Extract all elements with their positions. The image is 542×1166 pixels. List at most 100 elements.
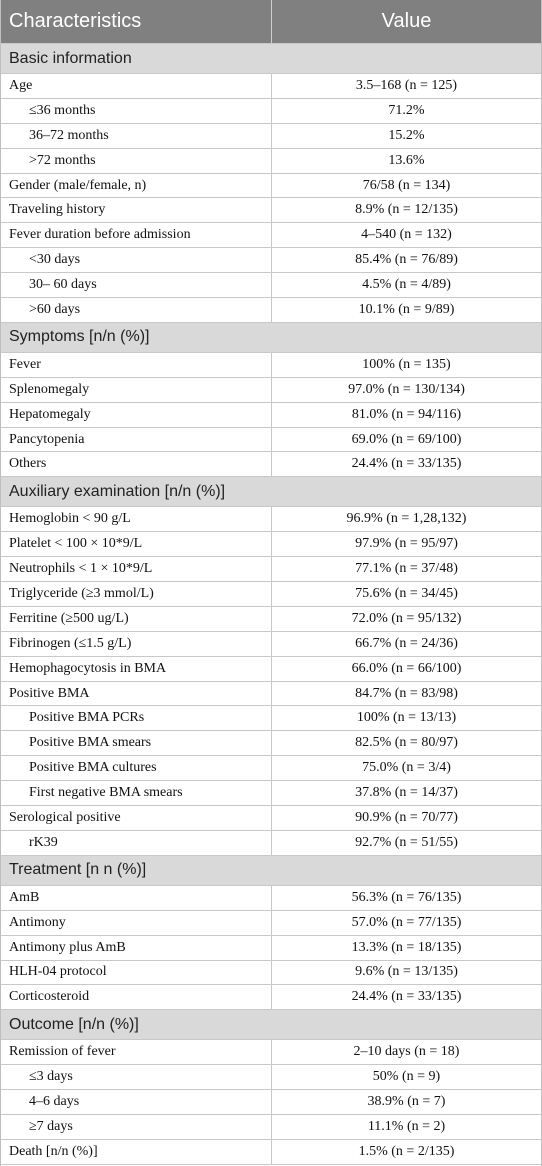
section-title: Treatment [n n (%)] (1, 855, 541, 886)
table-row: Age 3.5–168 (n = 125) (1, 74, 541, 99)
table-row: ≤36 months 71.2% (1, 98, 541, 124)
value-cell: 13.3% (n = 18/135) (351, 939, 462, 955)
label-cell: Antimony plus AmB (1, 935, 272, 960)
table-row: >60 days 10.1% (n = 9/89) (1, 298, 541, 323)
table-row: 4–6 days 38.9% (n = 7) (1, 1090, 541, 1115)
label-cell: Hemoglobin < 90 g/L (1, 507, 272, 532)
label-cell: Corticosteroid (1, 985, 272, 1010)
label-cell: Gender (male/female, n) (1, 173, 272, 198)
value-cell: 24.4% (n = 33/135) (351, 456, 462, 472)
section-title: Basic information (1, 44, 541, 74)
value-cell: 69.0% (n = 69/100) (351, 431, 462, 447)
value-cell: 72.0% (n = 95/132) (351, 610, 462, 626)
value-cell: 81.0% (n = 94/116) (351, 406, 462, 422)
value-cell: 92.7% (n = 51/55) (355, 834, 458, 850)
label-cell: Antimony (1, 910, 272, 935)
value-cell: 11.1% (n = 2) (367, 1118, 446, 1134)
header-cell: Value (381, 10, 432, 32)
table-row: AmB 56.3% (n = 76/135) (1, 885, 541, 911)
label-cell: Traveling history (1, 198, 272, 223)
value-cell: 90.9% (n = 70/77) (355, 809, 458, 825)
table-row: Neutrophils < 1 × 10*9/L 77.1% (n = 37/48… (1, 557, 541, 583)
table-row: Pancytopenia 69.0% (n = 69/100) (1, 427, 541, 453)
label-cell: 30– 60 days (1, 273, 272, 298)
label-cell: Triglyceride (≥3 mmol/L) (1, 582, 272, 606)
value-cell: 75.0% (n = 3/4) (362, 760, 451, 776)
label-cell: Fibrinogen (≤1.5 g/L) (1, 631, 272, 656)
table-row: Antimony plus AmB 13.3% (n = 18/135) (1, 935, 541, 961)
label-cell: Positive BMA (1, 681, 272, 706)
table-row: Death [n/n (%)] 1.5% (n = 2/135) (1, 1139, 541, 1165)
label-cell: ≤36 months (1, 98, 272, 123)
value-cell: 56.3% (n = 76/135) (351, 889, 462, 905)
table-row: Positive BMA 84.7% (n = 83/98) (1, 681, 541, 707)
label-cell: Pancytopenia (1, 427, 272, 452)
table-row: Remission of fever 2–10 days (n = 18) (1, 1040, 541, 1066)
label-cell: Hemophagocytosis in BMA (1, 656, 272, 681)
table-row: Positive BMA PCRs 100% (n = 13/13) (1, 706, 541, 732)
label-cell: Positive BMA smears (1, 731, 272, 756)
table-row: Hepatomegaly 81.0% (n = 94/116) (1, 402, 541, 428)
label-cell: Death [n/n (%)] (1, 1139, 272, 1164)
table-row: ≤3 days 50% (n = 9) (1, 1065, 541, 1091)
label-cell: 4–6 days (1, 1090, 272, 1114)
value-cell: 4.5% (n = 4/89) (362, 277, 451, 293)
label-cell: Age (1, 74, 272, 98)
table-row: Fibrinogen (≤1.5 g/L) 66.7% (n = 24/36) (1, 631, 541, 657)
value-cell: 37.8% (n = 14/37) (355, 785, 458, 801)
value-cell: 38.9% (n = 7) (367, 1094, 446, 1109)
value-cell: 13.6% (388, 152, 425, 168)
value-cell: 97.0% (n = 130/134) (348, 381, 465, 397)
value-cell: 8.9% (n = 12/135) (355, 202, 458, 218)
label-cell: Serological positive (1, 806, 272, 830)
table-row: Others 24.4% (n = 33/135) (1, 452, 541, 478)
table-row: ≥7 days 11.1% (n = 2) (1, 1114, 541, 1140)
label-cell: Ferritine (≥500 ug/L) (1, 606, 272, 631)
label-cell: Splenomegaly (1, 377, 272, 402)
table-row: Platelet < 100 × 10*9/L 97.9% (n = 95/97) (1, 532, 541, 558)
table-row: Positive BMA smears 82.5% (n = 80/97) (1, 731, 541, 757)
label-cell: ≤3 days (1, 1065, 272, 1090)
value-cell: 82.5% (n = 80/97) (355, 735, 458, 751)
value-cell: 4–540 (n = 132) (361, 227, 452, 243)
value-cell: 24.4% (n = 33/135) (351, 989, 462, 1005)
value-cell: 50% (n = 9) (372, 1069, 441, 1085)
table-row: Hemophagocytosis in BMA 66.0% (n = 66/100… (1, 656, 541, 682)
value-cell: 1.5% (n = 2/135) (358, 1143, 455, 1159)
table-row: Ferritine (≥500 ug/L) 72.0% (n = 95/132) (1, 606, 541, 632)
value-cell: 100% (n = 135) (362, 356, 451, 372)
label-cell: First negative BMA smears (1, 781, 272, 806)
value-cell: 57.0% (n = 77/135) (351, 914, 462, 930)
label-cell: Hepatomegaly (1, 402, 272, 427)
label-cell: Remission of fever (1, 1040, 272, 1065)
label-cell: Positive BMA PCRs (1, 706, 272, 731)
value-cell: 84.7% (n = 83/98) (355, 685, 458, 701)
section-title: Auxiliary examination [n/n (%)] (1, 477, 541, 508)
table-row: Serological positive 90.9% (n = 70/77) (1, 806, 541, 831)
value-cell: 75.6% (n = 34/45) (355, 585, 458, 601)
label-cell: rK39 (1, 830, 272, 855)
label-cell: Neutrophils < 1 × 10*9/L (1, 557, 272, 582)
value-cell: 100% (n = 13/13) (356, 710, 457, 726)
label-cell: 36–72 months (1, 123, 272, 148)
table-row: Triglyceride (≥3 mmol/L) 75.6% (n = 34/45… (1, 582, 541, 607)
table-row: 36–72 months 15.2% (1, 123, 541, 149)
label-cell: Positive BMA cultures (1, 756, 272, 781)
header-cell: Characteristics (1, 0, 272, 43)
table-row: rK39 92.7% (n = 51/55) (1, 830, 541, 856)
section-title: Symptoms [n/n (%)] (1, 322, 541, 353)
value-cell: 10.1% (n = 9/89) (358, 301, 455, 317)
value-cell: 77.1% (n = 37/48) (355, 561, 458, 577)
label-cell: >72 months (1, 148, 272, 173)
value-cell: 97.9% (n = 95/97) (355, 536, 458, 552)
table-row: Gender (male/female, n) 76/58 (n = 134) (1, 173, 541, 199)
value-cell: 71.2% (388, 102, 425, 118)
table-row: 30– 60 days 4.5% (n = 4/89) (1, 273, 541, 299)
table-row: First negative BMA smears 37.8% (n = 14/3… (1, 781, 541, 807)
value-cell: 76/58 (n = 134) (362, 177, 451, 193)
label-cell: AmB (1, 885, 272, 910)
table-row: Positive BMA cultures 75.0% (n = 3/4) (1, 756, 541, 782)
label-cell: <30 days (1, 248, 272, 273)
label-cell: Others (1, 452, 272, 477)
